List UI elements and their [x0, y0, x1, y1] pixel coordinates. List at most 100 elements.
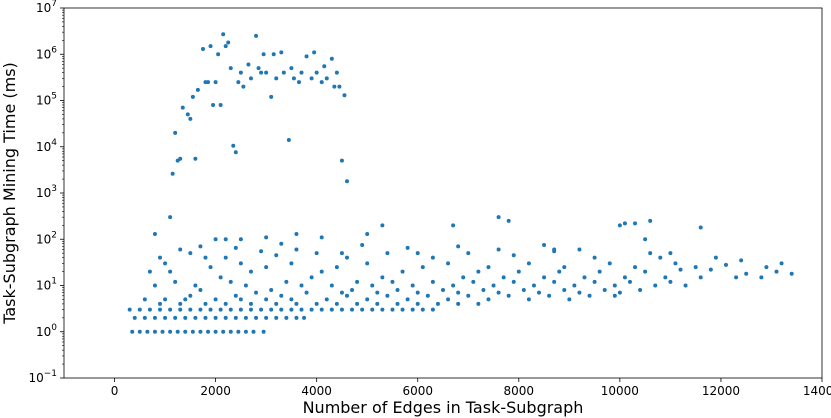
data-point — [713, 255, 718, 260]
data-point — [274, 301, 279, 306]
data-point — [264, 315, 269, 320]
data-point — [213, 297, 218, 302]
data-point — [314, 70, 319, 75]
data-point — [542, 275, 547, 280]
data-point — [243, 315, 248, 320]
y-tick-label: 107 — [36, 0, 57, 15]
data-point — [511, 279, 516, 284]
data-point — [344, 179, 349, 184]
data-point — [188, 251, 193, 256]
data-point — [360, 243, 365, 248]
data-point — [243, 329, 248, 334]
data-point — [168, 215, 173, 220]
data-point — [254, 33, 259, 38]
data-point — [567, 297, 572, 302]
data-point — [526, 261, 531, 266]
y-tick-label: 105 — [36, 92, 57, 108]
x-axis-label: Number of Edges in Task-Subgraph — [303, 398, 584, 417]
data-point — [577, 247, 582, 252]
data-point — [188, 307, 193, 312]
data-point — [451, 223, 456, 228]
data-point — [299, 307, 304, 312]
data-point — [163, 261, 168, 266]
y-tick-label: 100 — [36, 323, 57, 339]
data-point — [183, 315, 188, 320]
data-point — [471, 279, 476, 284]
data-point — [163, 315, 168, 320]
data-point — [466, 251, 471, 256]
data-point — [319, 235, 324, 240]
data-point — [506, 293, 511, 298]
data-point — [633, 265, 638, 270]
data-point — [420, 307, 425, 312]
data-point — [281, 70, 286, 75]
data-point — [329, 283, 334, 288]
data-point — [203, 301, 208, 306]
data-point — [173, 130, 178, 135]
data-point — [592, 255, 597, 260]
data-point — [289, 261, 294, 266]
data-point — [486, 265, 491, 270]
data-point — [248, 307, 253, 312]
data-point — [223, 255, 228, 260]
y-axis-ticks: 10−1 100 101 102 103 104 105 106 107 — [28, 0, 64, 385]
data-point — [168, 307, 173, 312]
data-point — [400, 307, 405, 312]
data-point — [289, 66, 294, 71]
data-point — [233, 245, 238, 250]
data-point — [248, 301, 253, 306]
data-point — [693, 265, 698, 270]
x-tick-label: 8000 — [504, 384, 535, 398]
data-point — [344, 255, 349, 260]
data-point — [344, 293, 349, 298]
data-point — [223, 237, 228, 242]
data-point — [213, 329, 218, 334]
data-point — [228, 279, 233, 284]
data-point — [183, 297, 188, 302]
data-point — [195, 87, 200, 92]
data-point — [302, 315, 307, 320]
data-point — [294, 315, 299, 320]
data-point — [178, 301, 183, 306]
data-point — [400, 269, 405, 274]
data-point — [337, 84, 342, 89]
data-point — [152, 315, 157, 320]
data-point — [147, 269, 152, 274]
x-tick-label: 12000 — [702, 384, 740, 398]
data-point — [385, 293, 390, 298]
x-tick-label: 14000 — [803, 384, 831, 398]
data-point — [147, 307, 152, 312]
data-point — [582, 275, 587, 280]
data-point — [168, 329, 173, 334]
data-point — [339, 290, 344, 295]
data-point — [299, 70, 304, 75]
data-point — [537, 290, 542, 295]
y-tick-label: 103 — [36, 184, 57, 200]
data-point — [256, 66, 261, 71]
data-point — [648, 251, 653, 256]
data-point — [203, 255, 208, 260]
data-point — [206, 329, 211, 334]
data-point — [206, 80, 211, 85]
data-point — [324, 297, 329, 302]
data-point — [430, 255, 435, 260]
data-point — [158, 307, 163, 312]
data-point — [334, 301, 339, 306]
data-point — [269, 287, 274, 292]
data-point — [190, 329, 195, 334]
data-point — [208, 265, 213, 270]
data-point — [213, 315, 218, 320]
data-point — [516, 269, 521, 274]
data-point — [739, 258, 744, 263]
data-point — [342, 93, 347, 98]
data-point — [319, 269, 324, 274]
data-point — [304, 54, 309, 59]
data-point — [294, 301, 299, 306]
data-point — [236, 329, 241, 334]
data-point — [592, 279, 597, 284]
data-point — [218, 307, 223, 312]
data-point — [213, 80, 218, 85]
data-point — [501, 275, 506, 280]
data-point — [314, 251, 319, 256]
